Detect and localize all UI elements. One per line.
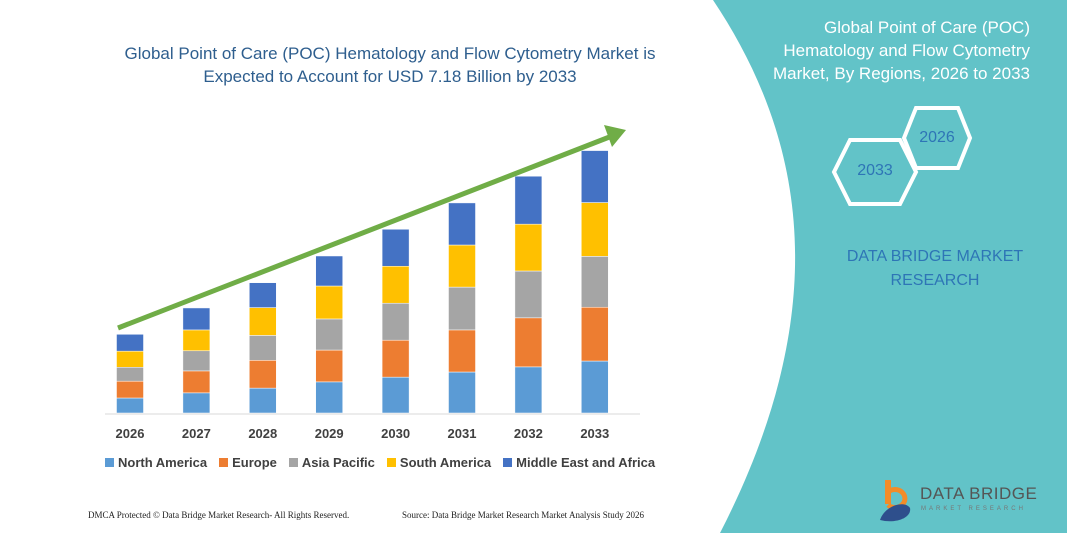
- bar-segment-south-america-2026: [116, 350, 144, 368]
- bar-segment-south-america-2031: [448, 244, 476, 288]
- chart-title: Global Point of Care (POC) Hematology an…: [124, 44, 656, 86]
- bar-segment-south-america-2027: [182, 329, 211, 352]
- bar-segment-north-america-2031: [448, 371, 476, 414]
- bar-segment-asia-pacific-2027: [182, 350, 211, 372]
- legend-item: Europe: [219, 455, 277, 470]
- legend-item: Middle East and Africa: [503, 455, 655, 470]
- bar-segment-north-america-2029: [315, 381, 343, 414]
- legend-item: Asia Pacific: [288, 455, 375, 470]
- bar-segment-asia-pacific-2028: [249, 335, 277, 361]
- bar-segment-south-america-2030: [381, 265, 410, 304]
- trend-arrow: [117, 125, 626, 331]
- bar-segment-middle-east-and-africa-2028: [249, 282, 277, 308]
- hex-2026: [901, 106, 973, 170]
- bar-segment-north-america-2026: [116, 397, 144, 414]
- side-panel-shape: [713, 0, 1067, 533]
- legend-swatch: [386, 458, 396, 467]
- legend-label: Asia Pacific: [301, 455, 375, 470]
- bar-segment-asia-pacific-2026: [116, 367, 144, 382]
- x-tick-label: 2032: [513, 426, 543, 441]
- bar-segment-middle-east-and-africa-2029: [315, 255, 343, 287]
- copyright-text: DMCA Protected © Data Bridge Market Rese…: [88, 510, 350, 520]
- bar-segment-south-america-2028: [249, 307, 277, 336]
- bar-segment-middle-east-and-africa-2033: [581, 150, 609, 203]
- legend-item: South America: [386, 455, 492, 470]
- chart-area: [116, 150, 609, 414]
- bar-segment-europe-2033: [581, 306, 609, 362]
- legend-label: Middle East and Africa: [516, 455, 656, 470]
- bar-segment-europe-2029: [315, 349, 343, 383]
- bar-segment-north-america-2028: [249, 387, 277, 414]
- x-tick-label: 2027: [181, 426, 211, 441]
- bar-segment-south-america-2029: [315, 285, 343, 320]
- bar-segment-asia-pacific-2032: [514, 270, 543, 319]
- bar-segment-europe-2031: [448, 329, 476, 373]
- logo-icon: [880, 480, 911, 522]
- bar-segment-middle-east-and-africa-2026: [116, 334, 144, 352]
- x-tick-label: 2030: [381, 426, 411, 441]
- legend: North America Europe Asia Pacific South …: [105, 455, 655, 470]
- bar-segment-north-america-2027: [182, 392, 211, 414]
- bar-segment-europe-2026: [116, 380, 144, 399]
- legend-swatch: [288, 458, 298, 467]
- brand-text: DATA BRIDGE MARKET RESEARCH: [846, 248, 1024, 289]
- bar-segment-europe-2027: [182, 370, 211, 394]
- logo-name: DATA BRIDGE: [920, 484, 1038, 503]
- x-tick-label: 2029: [314, 426, 344, 441]
- logo-subtitle: MARKET RESEARCH: [921, 506, 1026, 512]
- bar-segment-middle-east-and-africa-2032: [514, 175, 543, 225]
- bar-segment-north-america-2033: [581, 360, 609, 414]
- x-tick-label: 2033: [580, 426, 610, 441]
- bar-segment-north-america-2032: [514, 366, 543, 414]
- bar-segment-asia-pacific-2033: [581, 256, 609, 308]
- hex-2033-label: 2033: [857, 162, 893, 179]
- bar-segment-middle-east-and-africa-2031: [448, 202, 476, 246]
- legend-swatch: [105, 458, 114, 467]
- bar-segment-asia-pacific-2030: [381, 302, 410, 341]
- side-panel-title: Global Point of Care (POC) Hematology an…: [772, 18, 1030, 83]
- x-tick-label: 2026: [115, 426, 145, 441]
- legend-swatch: [219, 458, 229, 467]
- legend-item: North America: [105, 455, 207, 470]
- legend-label: South America: [399, 455, 492, 470]
- hex-2033: [831, 138, 919, 206]
- bar-segment-europe-2028: [249, 360, 277, 389]
- bar-segment-europe-2032: [514, 317, 543, 368]
- x-tick-label: 2031: [447, 426, 477, 441]
- legend-label: North America: [118, 455, 208, 470]
- bar-segment-middle-east-and-africa-2027: [182, 307, 211, 331]
- x-tick-label: 2028: [248, 426, 278, 441]
- bar-segment-asia-pacific-2029: [315, 318, 343, 351]
- bar-segment-middle-east-and-africa-2030: [381, 229, 410, 267]
- bar-segment-north-america-2030: [381, 376, 410, 414]
- bar-segment-europe-2030: [381, 339, 410, 378]
- bar-segment-south-america-2032: [514, 223, 543, 272]
- source-text: Source: Data Bridge Market Research Mark…: [402, 510, 644, 520]
- bar-segment-asia-pacific-2031: [448, 286, 476, 331]
- bar-segment-south-america-2033: [581, 202, 609, 257]
- legend-label: Europe: [232, 455, 277, 470]
- legend-swatch: [503, 458, 513, 467]
- hex-2026-label: 2026: [919, 129, 955, 146]
